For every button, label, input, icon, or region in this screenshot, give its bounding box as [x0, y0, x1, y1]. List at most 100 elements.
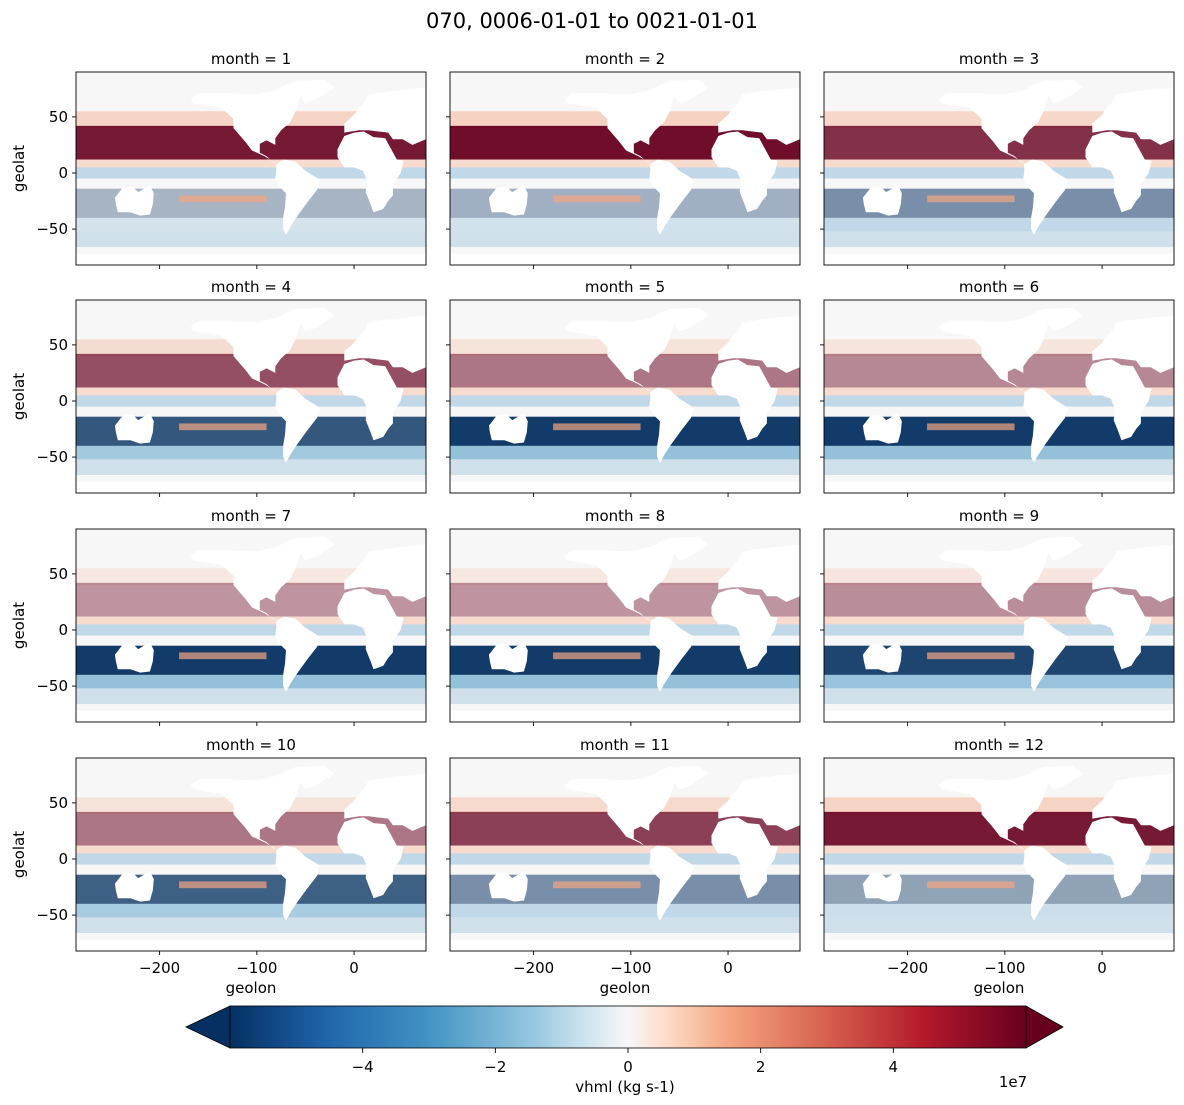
colorbar-tick-label: 2 [756, 1058, 766, 1076]
lat-band [824, 231, 1174, 248]
lat-band [824, 616, 1174, 625]
panel-month-10: month = 10 50 0 −50 geolat −200 −100 0 geolon [10, 736, 427, 997]
land-eurasia [718, 315, 800, 373]
lat-band [824, 624, 1174, 636]
lat-band [450, 853, 800, 865]
lat-band [450, 395, 800, 407]
lat-band [824, 864, 1174, 875]
panel-field [824, 72, 1174, 265]
lat-band [824, 217, 1174, 232]
panel-title: month = 1 [211, 50, 291, 68]
land-africa [711, 817, 778, 899]
lat-band [76, 845, 426, 854]
lat-band [76, 159, 426, 168]
x-axis-label: geolon [974, 979, 1025, 997]
land-australia [114, 413, 154, 444]
lat-band [76, 917, 426, 934]
colorbar-tick-label: −4 [352, 1058, 374, 1076]
panel-frame [823, 299, 1175, 494]
streak [927, 652, 1015, 660]
land-australia [862, 185, 902, 216]
y-tick-label: −50 [36, 220, 68, 238]
x-tick-label: 0 [1097, 959, 1107, 977]
land-antarctica [824, 253, 1174, 265]
lat-band [76, 395, 426, 407]
panel-frame [75, 299, 427, 494]
lat-band [76, 459, 426, 476]
land-greenland [658, 79, 709, 104]
land-greenland [284, 307, 335, 332]
land-greenland [658, 307, 709, 332]
lat-band [824, 917, 1174, 934]
land-north-america [564, 309, 675, 392]
panel-month-9: month = 9 [820, 507, 1175, 726]
land-north-america [564, 538, 675, 621]
y-tick-label: 50 [49, 108, 68, 126]
colorbar-tick-label: 4 [889, 1058, 899, 1076]
panel-title: month = 9 [959, 507, 1039, 525]
land-antarctica [76, 253, 426, 265]
land-north-america [938, 81, 1049, 164]
lat-band [76, 624, 426, 636]
land-africa [337, 131, 404, 213]
land-antarctica [824, 710, 1174, 722]
panel-grid: month = 1 50 0 −50 geolat month = 2 month = 3 m… [10, 50, 1175, 997]
land-north-america [938, 309, 1049, 392]
land-south-america [275, 616, 320, 692]
land-africa [1085, 359, 1152, 441]
land-greenland [1032, 536, 1083, 561]
land-north-america [564, 767, 675, 850]
land-antarctica [76, 481, 426, 493]
panel-field [450, 300, 800, 493]
lat-band [450, 903, 800, 918]
lat-band [450, 445, 800, 460]
land-eurasia [718, 773, 800, 831]
lat-band [76, 903, 426, 918]
colorbar-extend-low [185, 1005, 231, 1049]
lat-band [76, 688, 426, 705]
land-africa [1085, 817, 1152, 899]
panel-month-5: month = 5 [446, 278, 801, 497]
land-antarctica [450, 710, 800, 722]
y-tick-label: 50 [49, 336, 68, 354]
lat-band [824, 167, 1174, 179]
lat-band [824, 688, 1174, 705]
colorbar-ticks: −4 −2 0 2 4 [352, 1048, 899, 1076]
land-africa [337, 359, 404, 441]
land-eurasia [344, 315, 426, 373]
land-eurasia [718, 87, 800, 145]
land-north-america [190, 309, 301, 392]
lat-band [76, 853, 426, 865]
land-north-america [190, 767, 301, 850]
x-tick-label: −100 [236, 959, 277, 977]
land-greenland [658, 765, 709, 790]
lat-band [824, 853, 1174, 865]
land-greenland [1032, 79, 1083, 104]
land-africa [711, 359, 778, 441]
lat-band [824, 674, 1174, 689]
y-tick-label: 50 [49, 565, 68, 583]
panel-title: month = 6 [959, 278, 1039, 296]
lat-band [76, 635, 426, 646]
lat-band [824, 395, 1174, 407]
land-south-america [649, 845, 694, 921]
land-africa [337, 588, 404, 670]
panel-field [824, 529, 1174, 722]
lat-band [824, 178, 1174, 189]
y-axis-label: geolat [10, 373, 28, 420]
land-south-america [275, 387, 320, 463]
x-axis-label: geolon [226, 979, 277, 997]
colorbar-body [229, 1005, 1027, 1049]
panel-field [76, 72, 426, 265]
x-tick-label: −200 [139, 959, 180, 977]
lat-band [450, 845, 800, 854]
colorbar-label: vhml (kg s-1) [575, 1078, 674, 1096]
panel-frame [823, 71, 1175, 266]
land-south-america [649, 616, 694, 692]
lat-band [76, 445, 426, 460]
land-antarctica [450, 253, 800, 265]
lat-band [824, 159, 1174, 168]
lat-band [450, 459, 800, 476]
x-tick-label: −100 [610, 959, 651, 977]
